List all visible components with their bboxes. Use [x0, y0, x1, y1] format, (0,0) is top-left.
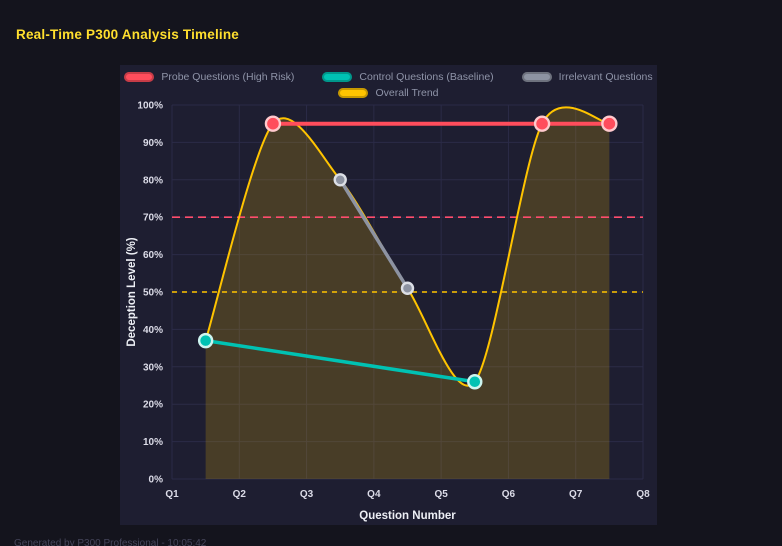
- y-tick-label: 0%: [149, 475, 164, 486]
- x-tick-label: Q7: [569, 489, 583, 500]
- legend-row: Overall Trend: [338, 87, 439, 99]
- series-line: [203, 338, 477, 384]
- x-tick-label: Q2: [233, 489, 247, 500]
- y-tick-label: 90%: [143, 138, 163, 149]
- legend-swatch: [124, 72, 155, 82]
- y-tick-label: 30%: [143, 362, 163, 373]
- legend-label: Overall Trend: [375, 87, 439, 99]
- x-tick-label: Q6: [502, 489, 516, 500]
- data-point[interactable]: [197, 332, 214, 349]
- y-tick-label: 20%: [143, 400, 163, 411]
- legend-item[interactable]: Overall Trend: [338, 87, 439, 99]
- legend-label: Control Questions (Baseline): [359, 71, 494, 83]
- legend-item[interactable]: Probe Questions (High Risk): [124, 71, 294, 83]
- data-point[interactable]: [400, 281, 415, 295]
- data-point[interactable]: [601, 115, 618, 132]
- chart-legend: Probe Questions (High Risk) Control Quest…: [120, 71, 657, 99]
- y-tick-label: 50%: [143, 288, 163, 299]
- y-tick-label: 80%: [143, 175, 163, 186]
- legend-label: Probe Questions (High Risk): [161, 71, 295, 83]
- legend-swatch: [521, 72, 552, 82]
- legend-swatch: [322, 72, 353, 82]
- x-tick-label: Q8: [636, 489, 650, 500]
- chart-panel: Probe Questions (High Risk) Control Quest…: [120, 65, 657, 525]
- x-tick-label: Q5: [434, 489, 448, 500]
- chart-plot: 0% 10% 20% 30% 40% 50% 60% 70% 80% 90% 100% Q1 Q2 Q3 Q…: [126, 101, 650, 523]
- y-axis-title: Deception Level (%): [126, 237, 138, 346]
- y-tick-label: 10%: [143, 437, 163, 448]
- legend-item[interactable]: Irrelevant Questions: [521, 71, 653, 83]
- legend-row: Probe Questions (High Risk) Control Quest…: [124, 71, 653, 83]
- legend-item[interactable]: Control Questions (Baseline): [322, 71, 494, 83]
- y-tick-label: 40%: [143, 325, 163, 336]
- x-tick-label: Q4: [367, 489, 381, 500]
- x-tick-label: Q3: [300, 489, 314, 500]
- x-tick-label: Q1: [165, 489, 179, 500]
- y-tick-label: 70%: [143, 213, 163, 224]
- data-point[interactable]: [264, 115, 282, 132]
- data-point[interactable]: [533, 115, 551, 132]
- data-point[interactable]: [333, 173, 347, 187]
- footer-text: Generated by P300 Professional - 10:05:4…: [14, 538, 207, 546]
- y-tick-label: 100%: [137, 101, 163, 112]
- data-point[interactable]: [467, 374, 483, 390]
- page-title: Real-Time P300 Analysis Timeline: [16, 27, 240, 42]
- y-tick-label: 60%: [143, 250, 163, 261]
- legend-label: Irrelevant Questions: [558, 71, 653, 83]
- series-line: [338, 178, 410, 291]
- legend-swatch: [338, 88, 369, 98]
- x-axis-title: Question Number: [359, 510, 456, 522]
